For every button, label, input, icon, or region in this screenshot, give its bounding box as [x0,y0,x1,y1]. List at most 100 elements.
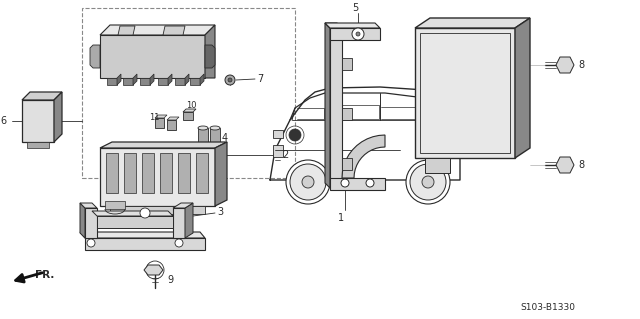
Text: 11: 11 [149,114,159,122]
Polygon shape [556,57,574,73]
Text: 5: 5 [352,3,358,13]
Circle shape [290,164,326,200]
Polygon shape [168,74,172,85]
Polygon shape [325,23,330,188]
Polygon shape [144,265,163,275]
Polygon shape [133,74,137,85]
Polygon shape [110,206,205,214]
Polygon shape [342,58,352,70]
Polygon shape [196,153,208,193]
Bar [82,8,295,178]
Polygon shape [155,115,167,118]
Polygon shape [178,153,190,193]
Polygon shape [100,25,215,35]
Polygon shape [515,18,530,158]
Polygon shape [97,216,173,228]
Circle shape [410,164,446,200]
Circle shape [175,239,183,247]
Polygon shape [415,18,530,28]
Circle shape [140,208,150,218]
Polygon shape [22,100,54,142]
Polygon shape [85,208,97,238]
Polygon shape [22,92,62,100]
Text: 2: 2 [282,150,288,160]
Polygon shape [124,153,136,193]
Polygon shape [556,157,574,173]
Polygon shape [173,208,185,238]
Text: 10: 10 [186,100,196,109]
Polygon shape [85,238,205,250]
Polygon shape [200,74,204,85]
Polygon shape [330,28,342,188]
Text: 3: 3 [217,207,223,217]
Polygon shape [105,201,125,209]
Polygon shape [92,211,173,216]
Text: 9: 9 [167,275,173,285]
Circle shape [406,160,450,204]
Polygon shape [330,178,385,190]
Polygon shape [205,45,215,68]
Polygon shape [342,108,352,120]
Polygon shape [123,78,133,85]
Circle shape [366,179,374,187]
Polygon shape [160,153,172,193]
Circle shape [422,176,434,188]
Ellipse shape [210,126,220,130]
Text: 1: 1 [338,213,344,223]
Polygon shape [205,25,215,78]
Polygon shape [118,26,135,35]
Polygon shape [150,74,154,85]
Text: 8: 8 [578,60,584,70]
Circle shape [352,28,364,40]
Polygon shape [173,203,193,208]
Polygon shape [100,148,215,206]
Polygon shape [155,118,164,128]
Polygon shape [190,78,200,85]
Polygon shape [80,232,205,238]
Circle shape [286,160,330,204]
Polygon shape [117,74,121,85]
Polygon shape [167,120,176,130]
Polygon shape [140,78,150,85]
Polygon shape [100,35,205,78]
Circle shape [289,129,301,141]
Polygon shape [54,92,62,142]
Polygon shape [27,142,49,148]
Polygon shape [100,142,227,148]
Polygon shape [215,142,227,206]
Polygon shape [183,112,193,120]
Circle shape [341,179,349,187]
Polygon shape [183,109,196,112]
Polygon shape [198,128,208,148]
Circle shape [228,78,232,82]
Polygon shape [210,128,220,148]
Circle shape [225,75,235,85]
Bar [273,145,283,157]
Polygon shape [342,158,352,170]
Polygon shape [163,26,185,35]
Polygon shape [415,28,515,158]
Bar [273,130,283,138]
Circle shape [87,239,95,247]
Polygon shape [342,135,385,178]
Polygon shape [142,153,154,193]
Circle shape [302,176,314,188]
Polygon shape [80,203,85,238]
Text: 8: 8 [578,160,584,170]
Polygon shape [325,23,380,28]
Polygon shape [185,74,189,85]
Text: 7: 7 [257,74,263,84]
Polygon shape [90,45,100,68]
Polygon shape [325,23,342,28]
Polygon shape [106,153,118,193]
Polygon shape [175,78,185,85]
Ellipse shape [198,126,208,130]
Polygon shape [107,78,117,85]
Polygon shape [80,203,97,208]
Circle shape [356,32,360,36]
Polygon shape [425,158,450,173]
Text: S103-B1330: S103-B1330 [520,303,575,313]
Polygon shape [330,28,380,40]
Polygon shape [185,203,193,238]
Polygon shape [158,78,168,85]
